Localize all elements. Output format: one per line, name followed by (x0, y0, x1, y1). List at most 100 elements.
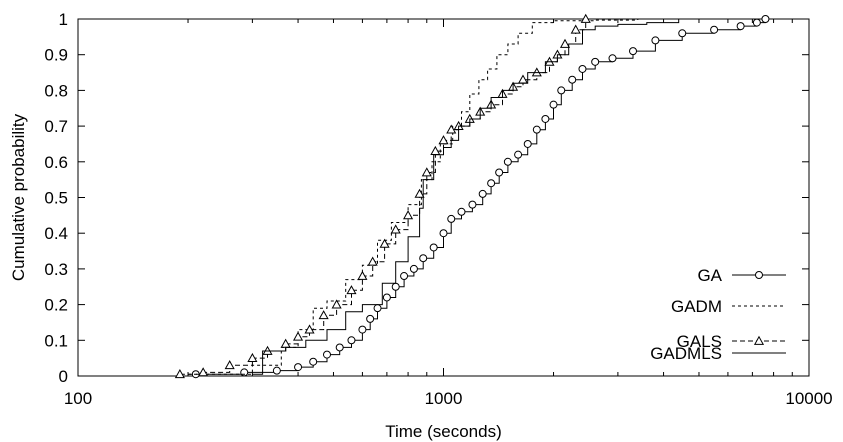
data-point-ga (272, 366, 281, 375)
y-tick-label: 0.2 (44, 296, 68, 315)
data-point-ga (240, 368, 249, 377)
data-point-gals (367, 256, 378, 266)
data-point-ga (373, 304, 382, 313)
data-point-ga (608, 54, 617, 63)
axis-ticks: 0 0.1 0.2 0.3 0.4 0.5 0.6 0.7 0.8 0.9 1 100 1000 1000… (44, 10, 832, 408)
y-tick-label: 0 (59, 367, 68, 386)
data-point-ga (429, 243, 438, 252)
data-point-ga (514, 150, 523, 159)
data-point-ga (447, 214, 456, 223)
data-point-ga (710, 25, 719, 34)
data-point-ga (568, 75, 577, 84)
data-point-gals (390, 224, 401, 234)
plot-area (77, 18, 810, 377)
legend-label: GADMLS (650, 344, 722, 363)
plot-frame (77, 18, 810, 377)
data-point-ga (391, 282, 400, 291)
data-point-ga (495, 168, 504, 177)
y-tick-label: 0.1 (44, 331, 68, 350)
data-point-ga (478, 189, 487, 198)
data-point-ga (557, 86, 566, 95)
data-point-ga (468, 200, 477, 209)
y-tick-label: 0.9 (44, 46, 68, 65)
data-point-ga (629, 47, 638, 56)
legend-item-gals: GALS (677, 332, 786, 351)
legend-item-ga: GA (697, 266, 786, 285)
y-tick-label: 0.4 (44, 224, 68, 243)
data-point-gals (570, 24, 581, 34)
data-point-ga (457, 207, 466, 216)
data-point-gals (438, 135, 449, 145)
data-point-gals (174, 368, 185, 379)
data-point-gals (580, 13, 591, 23)
data-point-ga (358, 325, 367, 334)
legend-item-gadmls: GADMLS (650, 344, 786, 363)
data-point-ga (322, 350, 331, 359)
legend-marker (753, 335, 765, 345)
data-point-ga (549, 100, 558, 109)
data-point-ga (309, 357, 318, 366)
data-point-ga (651, 36, 660, 45)
series-layer (174, 13, 770, 379)
data-point-ga (736, 22, 745, 31)
data-point-gals (379, 238, 390, 248)
legend-label: GA (697, 266, 722, 285)
data-point-ga (761, 15, 770, 23)
series-gadm (188, 19, 639, 375)
x-tick-label: 1000 (425, 389, 463, 408)
data-point-ga (439, 229, 448, 238)
data-point-ga (294, 363, 303, 372)
data-point-gals (421, 167, 432, 177)
data-point-gals (318, 310, 329, 320)
y-tick-label: 0.5 (44, 189, 68, 208)
data-point-ga (591, 57, 600, 66)
data-point-ga (678, 29, 687, 38)
x-tick-label: 100 (64, 389, 92, 408)
data-point-gals (331, 299, 342, 309)
data-point-ga (335, 343, 344, 352)
data-point-ga (578, 64, 587, 73)
series-ga (191, 15, 770, 379)
y-tick-label: 0.7 (44, 117, 68, 136)
legend-item-gadm: GADM (671, 297, 786, 316)
series-line-gals (179, 19, 587, 375)
y-tick-label: 0.8 (44, 81, 68, 100)
data-point-gals (346, 285, 357, 295)
data-point-ga (532, 125, 541, 134)
series-line-gadm (188, 19, 639, 375)
x-tick-label: 10000 (785, 389, 832, 408)
y-axis-title: Cumulative probability (9, 113, 28, 281)
data-point-gals (247, 352, 258, 363)
y-tick-label: 1 (59, 10, 68, 29)
data-point-ga (752, 18, 761, 27)
data-point-ga (487, 179, 496, 188)
data-point-ga (503, 157, 512, 166)
y-tick-label: 0.6 (44, 153, 68, 172)
legend-marker (755, 271, 763, 279)
data-point-gals (357, 270, 368, 280)
data-point-gals (224, 360, 235, 370)
data-point-gals (198, 367, 209, 377)
series-line-gadmls (252, 19, 680, 375)
data-point-ga (523, 139, 532, 148)
series-gals (174, 13, 591, 379)
data-point-gals (304, 324, 315, 334)
data-point-ga (541, 114, 550, 123)
y-tick-label: 0.3 (44, 260, 68, 279)
series-gadmls (252, 19, 680, 375)
data-point-gals (414, 188, 425, 198)
data-point-gals (293, 331, 304, 341)
data-point-gals (559, 38, 571, 48)
data-point-ga (366, 314, 375, 323)
data-point-ga (382, 293, 391, 302)
data-point-gals (446, 124, 457, 134)
legend-label: GALS (677, 332, 722, 351)
data-point-ga (347, 336, 356, 345)
x-axis-title: Time (seconds) (385, 422, 502, 441)
data-point-ga (419, 254, 428, 263)
legend-label: GADM (671, 297, 722, 316)
data-point-ga (409, 264, 418, 273)
data-point-ga (400, 272, 409, 281)
